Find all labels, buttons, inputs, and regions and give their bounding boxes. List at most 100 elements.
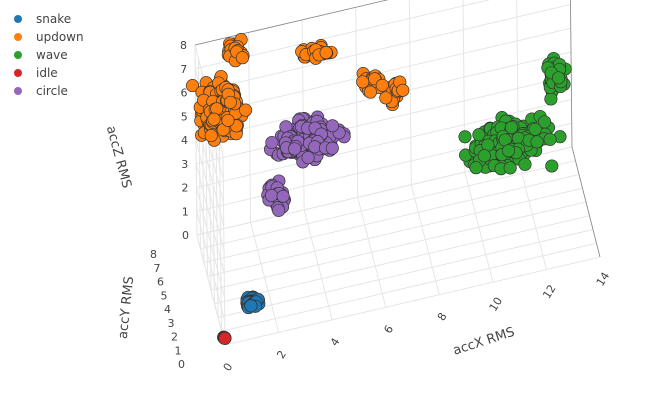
data-point-circle <box>265 135 279 150</box>
box-edge <box>570 0 573 148</box>
grid-line <box>195 0 491 70</box>
grid-line <box>207 187 583 277</box>
data-point-wave <box>545 159 559 173</box>
grid-line <box>408 0 412 185</box>
x-tick-label: 12 <box>540 282 558 301</box>
grid-line <box>196 75 572 165</box>
legend-label: updown <box>36 30 84 44</box>
grid-line <box>210 201 587 291</box>
legend-marker <box>14 33 22 41</box>
data-point-wave <box>477 149 491 163</box>
z-tick-label: 3 <box>181 158 188 171</box>
grid-line <box>195 139 225 251</box>
x-axis-title: accX RMS <box>451 325 516 359</box>
data-point-updown <box>396 83 410 97</box>
grid-line <box>196 99 572 188</box>
legend: snake updown wave idle circle <box>10 10 84 100</box>
legend-item-circle[interactable]: circle <box>10 82 84 100</box>
grid-line <box>214 215 590 305</box>
data-point-wave <box>469 161 483 175</box>
data-point-wave <box>530 135 544 149</box>
grid-line <box>224 256 601 346</box>
data-point-updown <box>375 78 389 92</box>
data-point-wave <box>503 161 517 175</box>
x-tick-label: 0 <box>221 361 236 374</box>
data-point-wave <box>544 92 558 106</box>
z-tick-label: 0 <box>182 229 189 242</box>
data-point-snake <box>244 299 258 313</box>
data-point-wave <box>458 130 472 144</box>
data-point-circle <box>325 119 340 133</box>
legend-label: circle <box>36 84 68 98</box>
grid-line <box>462 0 466 173</box>
grid-line <box>196 234 226 346</box>
x-tick-label: 10 <box>487 295 505 314</box>
grid-line <box>217 229 594 318</box>
grid-line <box>203 174 580 263</box>
grid-line <box>200 160 576 250</box>
data-point-wave <box>472 128 486 142</box>
data-point-updown <box>221 113 235 127</box>
y-tick-label: 2 <box>171 331 178 344</box>
z-axis-title: accZ RMS <box>103 124 134 190</box>
legend-marker <box>14 51 22 59</box>
box-edge <box>571 146 601 258</box>
data-point-updown <box>223 95 237 109</box>
box-edge <box>194 0 389 46</box>
x-tick-label: 6 <box>381 323 396 336</box>
legend-marker <box>14 87 22 95</box>
data-point-idle <box>218 331 232 345</box>
data-point-updown <box>319 46 333 60</box>
data-point-wave <box>528 122 542 136</box>
legend-item-wave[interactable]: wave <box>10 46 84 64</box>
legend-item-updown[interactable]: updown <box>10 28 84 46</box>
y-tick-label: 0 <box>178 358 185 371</box>
legend-label: snake <box>36 12 72 26</box>
z-axis-ticks: 0 1 2 3 4 5 6 7 8 <box>180 39 189 242</box>
z-tick-label: 1 <box>182 205 189 218</box>
x-tick-label: 4 <box>328 336 343 349</box>
grid-line <box>195 4 571 93</box>
x-tick-label: 8 <box>435 310 450 323</box>
data-point-updown <box>379 91 393 105</box>
legend-item-idle[interactable]: idle <box>10 64 84 82</box>
data-point-updown <box>204 129 218 143</box>
data-point-wave <box>537 115 552 129</box>
data-points <box>185 33 572 345</box>
data-point-updown <box>356 75 370 89</box>
grid-line <box>195 163 225 274</box>
legend-label: wave <box>36 48 68 62</box>
legend-marker <box>14 15 22 23</box>
y-tick-label: 8 <box>150 248 157 261</box>
data-point-circle <box>264 188 279 203</box>
data-point-wave <box>551 71 566 85</box>
data-point-wave <box>543 132 557 146</box>
z-tick-label: 8 <box>180 39 187 52</box>
data-point-updown <box>185 79 200 93</box>
x-tick-label: 14 <box>594 270 612 289</box>
data-point-updown <box>207 112 221 126</box>
data-point-circle <box>301 151 315 165</box>
data-point-updown <box>235 51 249 65</box>
y-axis-title: accY RMS <box>116 276 137 340</box>
y-tick-label: 4 <box>164 303 171 316</box>
legend-marker <box>14 69 22 77</box>
data-point-circle <box>276 189 290 203</box>
grid-line <box>194 0 389 46</box>
x-tick-label: 2 <box>274 348 289 361</box>
data-point-updown <box>239 103 253 117</box>
grid-line <box>221 242 597 332</box>
data-point-wave <box>518 157 532 171</box>
legend-label: idle <box>36 66 58 80</box>
y-tick-label: 7 <box>154 262 161 275</box>
z-tick-label: 6 <box>181 87 188 100</box>
grid-line <box>196 187 225 298</box>
legend-item-snake[interactable]: snake <box>10 10 84 28</box>
z-tick-label: 5 <box>181 110 188 123</box>
data-point-circle <box>325 141 339 155</box>
data-point-updown <box>363 85 377 99</box>
y-tick-label: 6 <box>157 276 164 289</box>
y-tick-label: 5 <box>161 289 168 302</box>
